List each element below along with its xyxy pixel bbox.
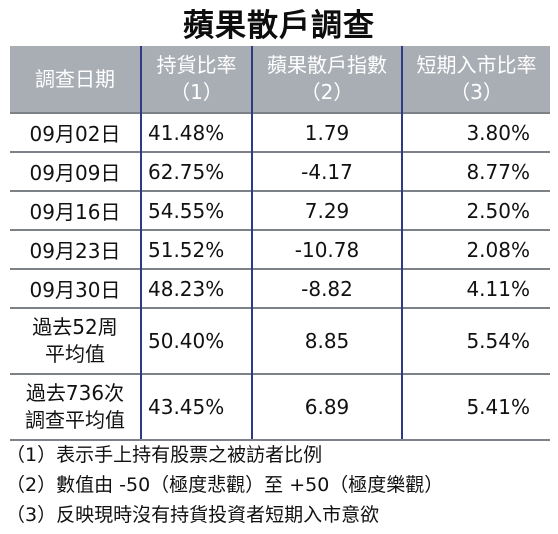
cell-retail-index: -8.82	[251, 268, 402, 308]
cell-retail-index: -4.17	[251, 151, 402, 191]
cell-entry-ratio: 2.50%	[401, 190, 550, 230]
header-survey-date: 調查日期	[10, 46, 141, 113]
cell-entry-ratio: 5.41%	[401, 373, 550, 441]
table-row-736-survey-average: 過去736次 調查平均值 43.45% 6.89 5.41%	[10, 373, 550, 441]
cell-holding-ratio: 48.23%	[140, 268, 252, 308]
label-line-2: 調查平均值	[25, 408, 125, 432]
header-survey-date-label: 調查日期	[35, 66, 115, 91]
footnote-3: （3）反映現時沒有持貨投資者短期入市意欲	[6, 504, 380, 526]
cell-retail-index: -10.78	[251, 229, 402, 269]
header-retail-index-label: 蘋果散戶指數	[267, 53, 387, 77]
cell-entry-ratio: 3.80%	[401, 112, 550, 152]
cell-retail-index: 1.79	[251, 112, 402, 152]
cell-retail-index: 6.89	[251, 373, 402, 441]
cell-entry-ratio: 5.54%	[401, 307, 550, 374]
header-retail-index-note: （2）	[300, 80, 354, 104]
footnotes: （1）表示手上持有股票之被訪者比例 （2）數值由 -50（極度悲觀）至 +50（…	[6, 440, 554, 530]
table-row: 09月30日 48.23% -8.82 4.11%	[10, 268, 550, 308]
label-line-1: 過去52周	[32, 315, 118, 339]
header-holding-ratio: 持貨比率 （1）	[140, 46, 252, 113]
header-entry-ratio-note: （3）	[450, 80, 503, 104]
cell-date: 09月09日	[10, 151, 141, 191]
cell-52-week-label: 過去52周 平均值	[10, 307, 141, 374]
cell-holding-ratio: 43.45%	[140, 373, 252, 441]
cell-entry-ratio: 2.08%	[401, 229, 550, 269]
cell-holding-ratio: 62.75%	[140, 151, 252, 191]
header-holding-ratio-note: （1）	[170, 80, 223, 104]
cell-holding-ratio: 50.40%	[140, 307, 252, 374]
table-row-52-week-average: 過去52周 平均值 50.40% 8.85 5.54%	[10, 307, 550, 374]
cell-retail-index: 8.85	[251, 307, 402, 374]
header-retail-index: 蘋果散戶指數 （2）	[251, 46, 402, 113]
cell-holding-ratio: 41.48%	[140, 112, 252, 152]
header-entry-ratio-label: 短期入市比率	[416, 53, 537, 77]
footnote-2: （2）數值由 -50（極度悲觀）至 +50（極度樂觀）	[6, 474, 444, 496]
header-holding-ratio-label: 持貨比率	[156, 53, 237, 77]
label-line-2: 平均值	[45, 342, 105, 366]
table-header-row: 調查日期 持貨比率 （1） 蘋果散戶指數 （2） 短期入市比率 （3）	[10, 46, 550, 113]
page-title: 蘋果散戶調查	[183, 7, 375, 44]
cell-date: 09月23日	[10, 229, 141, 269]
table-row: 09月23日 51.52% -10.78 2.08%	[10, 229, 550, 269]
cell-736-survey-label: 過去736次 調查平均值	[10, 373, 141, 441]
cell-holding-ratio: 54.55%	[140, 190, 252, 230]
table-row: 09月16日 54.55% 7.29 2.50%	[10, 190, 550, 230]
cell-date: 09月16日	[10, 190, 141, 230]
cell-entry-ratio: 4.11%	[401, 268, 550, 308]
footnote-1: （1）表示手上持有股票之被訪者比例	[6, 444, 323, 466]
cell-retail-index: 7.29	[251, 190, 402, 230]
survey-table: 調查日期 持貨比率 （1） 蘋果散戶指數 （2） 短期入市比率 （3） 09月0…	[10, 46, 550, 441]
table-row: 09月09日 62.75% -4.17 8.77%	[10, 151, 550, 191]
cell-entry-ratio: 8.77%	[401, 151, 550, 191]
table-row: 09月02日 41.48% 1.79 3.80%	[10, 112, 550, 152]
header-entry-ratio: 短期入市比率 （3）	[401, 46, 550, 113]
label-line-1: 過去736次	[25, 381, 125, 405]
cell-date: 09月30日	[10, 268, 141, 308]
cell-date: 09月02日	[10, 112, 141, 152]
cell-holding-ratio: 51.52%	[140, 229, 252, 269]
